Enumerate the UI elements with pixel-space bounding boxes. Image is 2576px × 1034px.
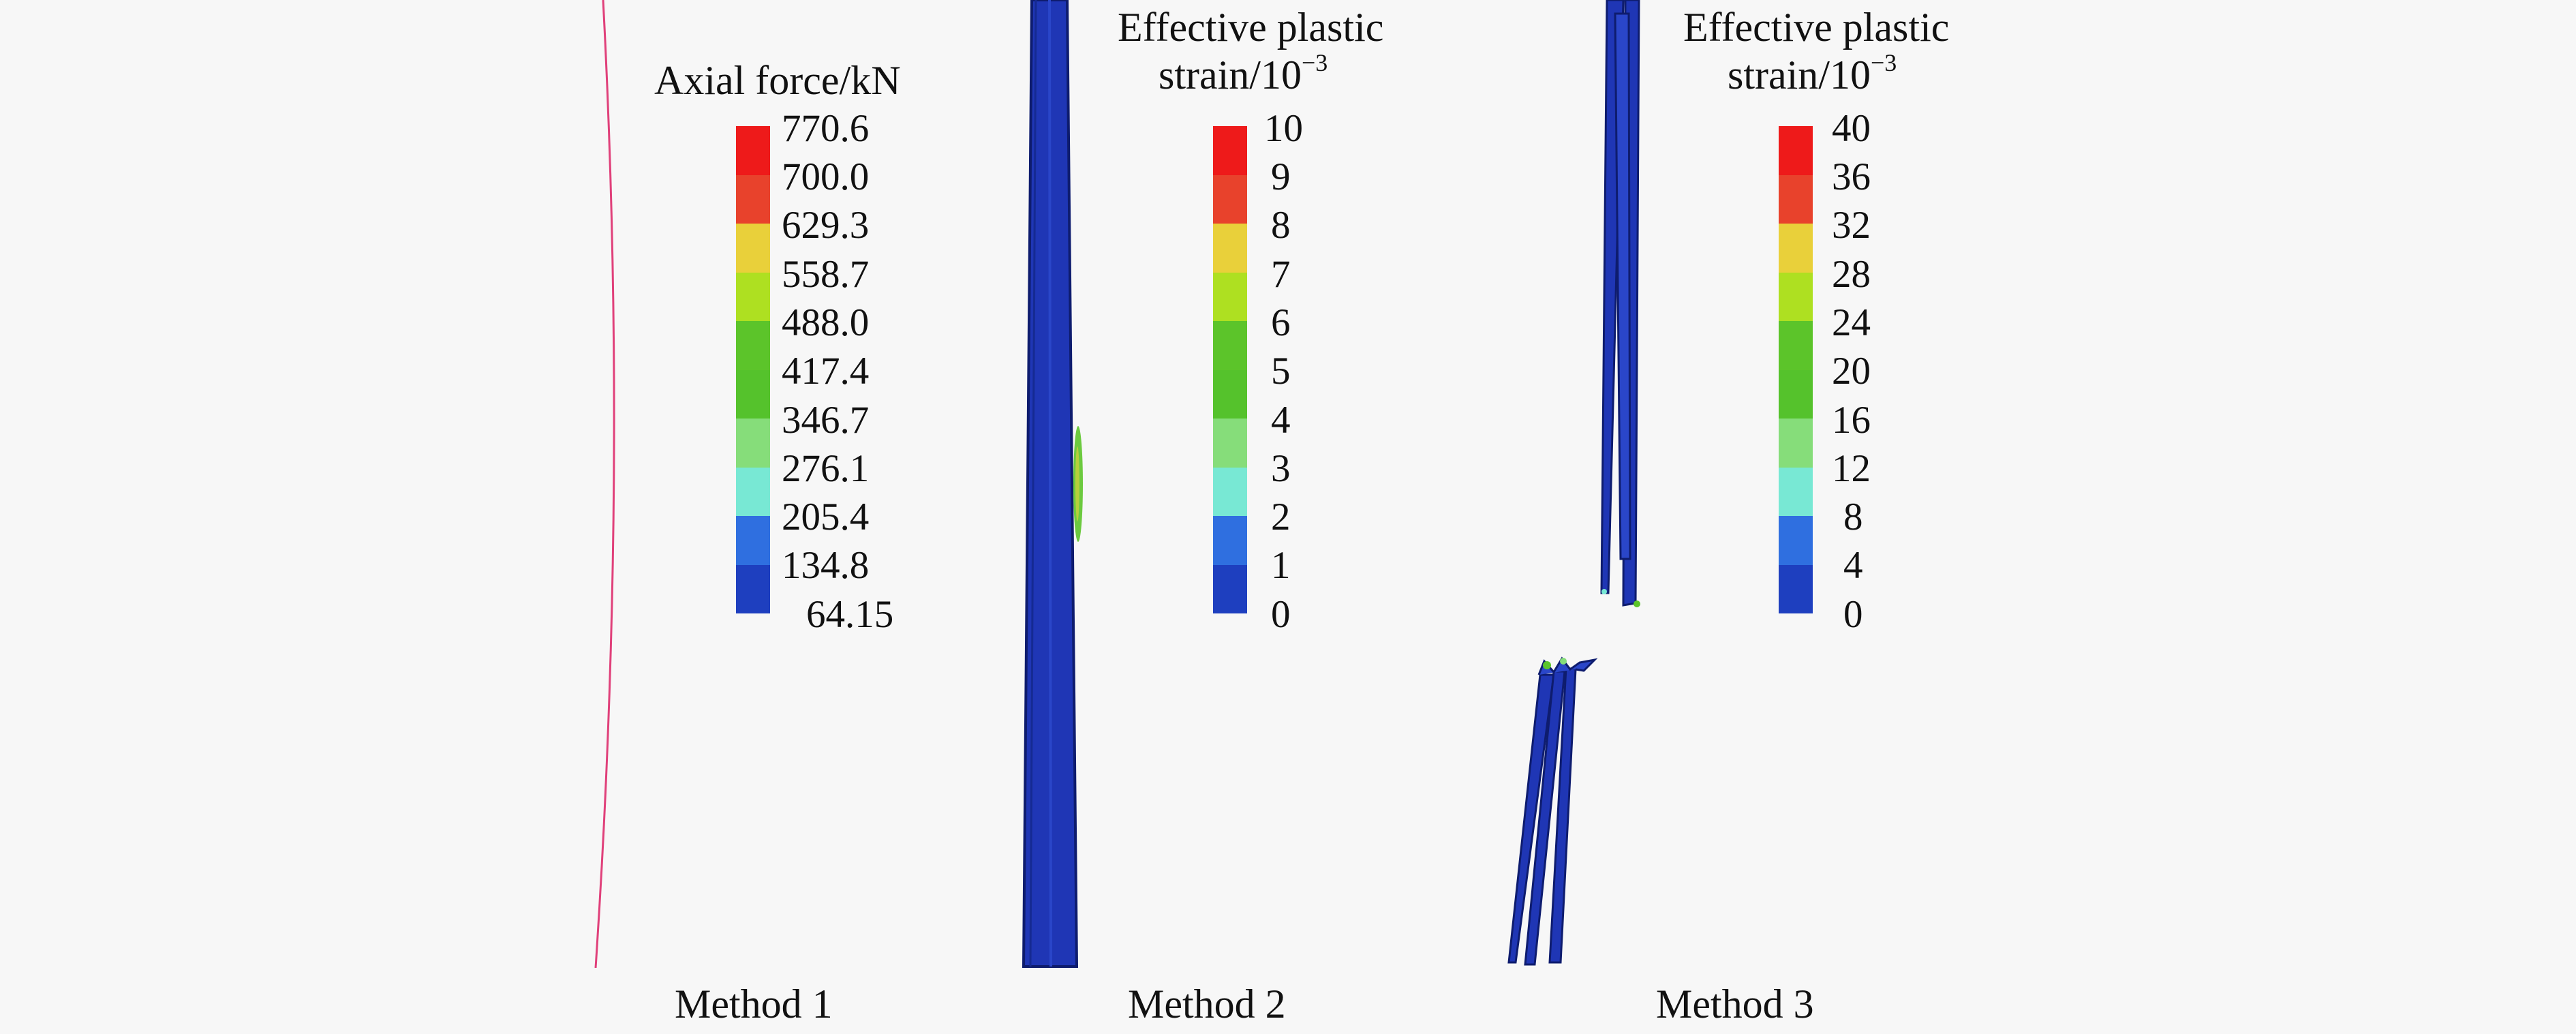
tick-label: 488.0	[782, 301, 870, 344]
tick-label: 629.3	[782, 204, 870, 247]
tick-label: 4	[1843, 544, 1863, 587]
tick-label: 20	[1832, 350, 1871, 393]
method3-legend-title-line1: Effective plastic	[1683, 5, 1950, 50]
tick-label: 346.7	[782, 399, 870, 442]
method2-legend-title-line1: Effective plastic	[1118, 5, 1384, 50]
tick-label: 558.7	[782, 253, 870, 296]
method3-color-scale	[1779, 126, 1813, 613]
tick-label: 5	[1271, 350, 1291, 393]
tick-label: 36	[1832, 155, 1871, 198]
tick-label: 8	[1843, 496, 1863, 538]
tick-label: 3	[1271, 447, 1291, 490]
tick-label: 770.6	[782, 107, 870, 150]
method2-legend-title-line2: strain/10−3	[1159, 50, 1328, 97]
tick-label: 4	[1271, 399, 1291, 442]
tick-label: 134.8	[782, 544, 870, 587]
tick-label: 0	[1271, 593, 1291, 636]
method1-legend-title: Axial force/kN	[654, 58, 901, 103]
tick-label: 700.0	[782, 155, 870, 198]
method2-column	[1022, 0, 1083, 968]
tick-label: 40	[1832, 107, 1871, 150]
method3-legend-title-line2: strain/10−3	[1728, 50, 1897, 97]
method3-upper-fragment	[1600, 0, 1640, 607]
tick-label: 276.1	[782, 447, 870, 490]
method2-label: Method 2	[1128, 982, 1286, 1027]
method1-label: Method 1	[675, 982, 833, 1027]
method2-color-scale	[1213, 126, 1247, 613]
tick-label: 7	[1271, 253, 1291, 296]
tick-label: 2	[1271, 496, 1291, 538]
tick-label: 64.15	[806, 593, 894, 636]
tick-label: 6	[1271, 301, 1291, 344]
tick-label: 28	[1832, 253, 1871, 296]
method2-legend-title-base: strain/10	[1159, 52, 1302, 97]
tick-label: 205.4	[782, 496, 870, 538]
tick-label: 10	[1264, 107, 1303, 150]
tick-label: 417.4	[782, 350, 870, 393]
tick-label: 9	[1271, 155, 1291, 198]
tick-label: 0	[1843, 593, 1863, 636]
tick-label: 12	[1832, 447, 1871, 490]
method3-label: Method 3	[1656, 982, 1814, 1027]
method1-color-scale	[736, 126, 770, 613]
method3-legend-title-base: strain/10	[1728, 52, 1871, 97]
method1-axial-force-line	[594, 0, 615, 968]
tick-label: 1	[1271, 544, 1291, 587]
tick-label: 24	[1832, 301, 1871, 344]
tick-label: 8	[1271, 204, 1291, 247]
tick-label: 16	[1832, 399, 1871, 442]
tick-label: 32	[1832, 204, 1871, 247]
method2-legend-title-exponent: −3	[1301, 49, 1328, 76]
method3-lower-fragment	[1507, 656, 1598, 966]
method3-legend-title-exponent: −3	[1870, 49, 1897, 76]
